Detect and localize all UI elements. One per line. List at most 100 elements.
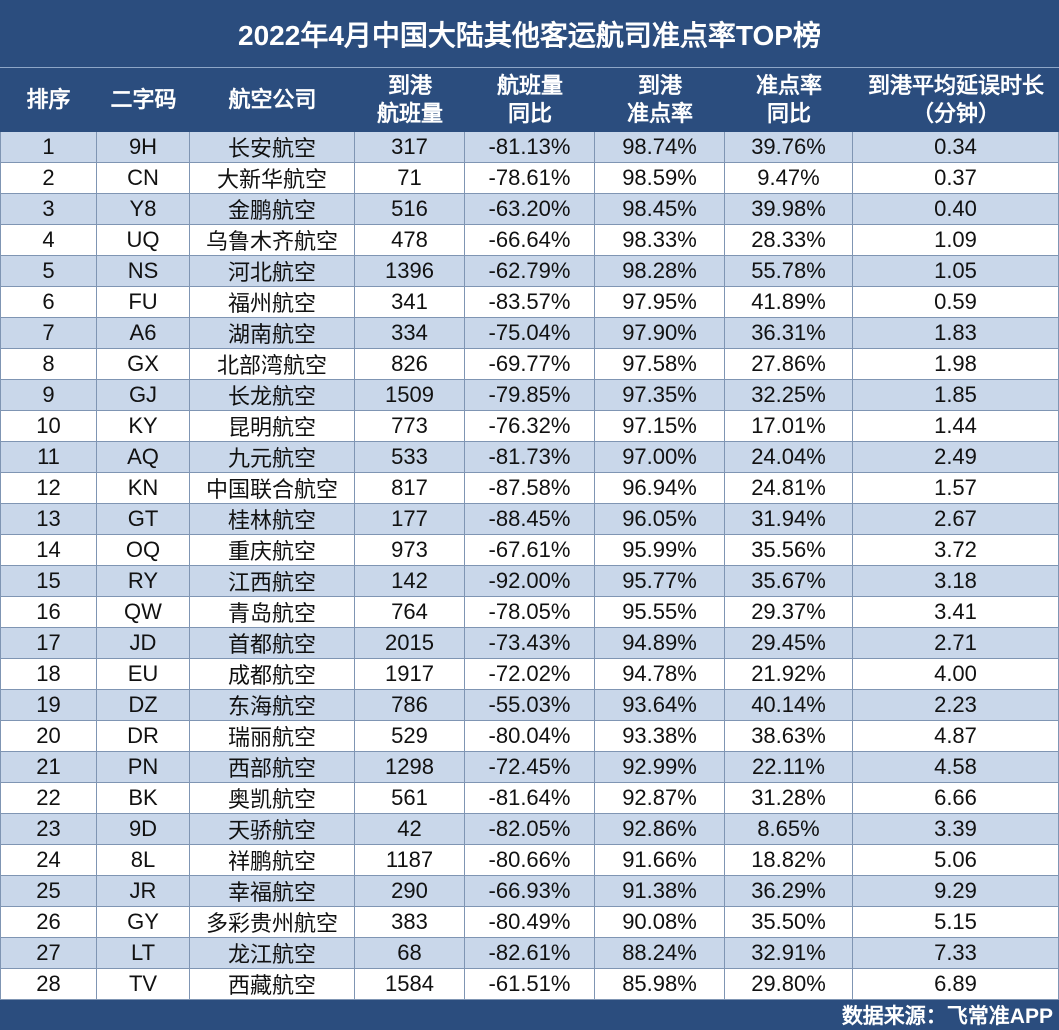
- table-cell: 341: [355, 287, 465, 318]
- table-cell: 27: [0, 938, 97, 969]
- table-cell: 金鹏航空: [190, 194, 355, 225]
- table-cell: 北部湾航空: [190, 349, 355, 380]
- header-text: 航班量: [376, 101, 443, 126]
- table-cell: 东海航空: [190, 690, 355, 721]
- table-cell: -78.61%: [465, 163, 595, 194]
- table-cell: 河北航空: [190, 256, 355, 287]
- table-cell: 529: [355, 721, 465, 752]
- table-cell: GX: [97, 349, 190, 380]
- table-cell: KN: [97, 473, 190, 504]
- table-cell: UQ: [97, 225, 190, 256]
- table-cell: 95.77%: [595, 566, 725, 597]
- table-cell: 28: [0, 969, 97, 1000]
- table-cell: 0.40: [853, 194, 1059, 225]
- table-cell: 92.99%: [595, 752, 725, 783]
- table-cell: 乌鲁木齐航空: [190, 225, 355, 256]
- table-cell: -81.73%: [465, 442, 595, 473]
- header-cell: 到港 航班量: [355, 68, 465, 132]
- table-cell: 12: [0, 473, 97, 504]
- table-cell: -67.61%: [465, 535, 595, 566]
- table-cell: 29.80%: [725, 969, 853, 1000]
- table-cell: Y8: [97, 194, 190, 225]
- table-cell: 21.92%: [725, 659, 853, 690]
- table-cell: 九元航空: [190, 442, 355, 473]
- header-text: 同比: [507, 101, 552, 126]
- table-cell: 成都航空: [190, 659, 355, 690]
- table-cell: 6.66: [853, 783, 1059, 814]
- table-cell: -61.51%: [465, 969, 595, 1000]
- header-text: 排序: [26, 87, 71, 112]
- table-cell: 31.28%: [725, 783, 853, 814]
- table-cell: 39.76%: [725, 132, 853, 163]
- table-cell: 9: [0, 380, 97, 411]
- table-cell: -76.32%: [465, 411, 595, 442]
- table-cell: 561: [355, 783, 465, 814]
- table-cell: 71: [355, 163, 465, 194]
- table-cell: 24.81%: [725, 473, 853, 504]
- table-cell: -87.58%: [465, 473, 595, 504]
- table-cell: 1.83: [853, 318, 1059, 349]
- table-cell: 88.24%: [595, 938, 725, 969]
- table-cell: 773: [355, 411, 465, 442]
- table-cell: 4: [0, 225, 97, 256]
- table-cell: 10: [0, 411, 97, 442]
- table-cell: 177: [355, 504, 465, 535]
- table-cell: 江西航空: [190, 566, 355, 597]
- table-cell: 516: [355, 194, 465, 225]
- table-cell: -81.64%: [465, 783, 595, 814]
- table-cell: 湖南航空: [190, 318, 355, 349]
- table-cell: 39.98%: [725, 194, 853, 225]
- table-cell: 764: [355, 597, 465, 628]
- table-cell: 41.89%: [725, 287, 853, 318]
- table-cell: 3.72: [853, 535, 1059, 566]
- table-cell: 1509: [355, 380, 465, 411]
- table-cell: CN: [97, 163, 190, 194]
- table-cell: 5: [0, 256, 97, 287]
- table-cell: -55.03%: [465, 690, 595, 721]
- table-cell: 4.87: [853, 721, 1059, 752]
- table-cell: 16: [0, 597, 97, 628]
- header-cell: 排序: [0, 68, 97, 132]
- table-cell: 32.25%: [725, 380, 853, 411]
- header-text: 二字码: [110, 87, 177, 112]
- table-cell: 98.33%: [595, 225, 725, 256]
- table-cell: 长安航空: [190, 132, 355, 163]
- table-cell: 22: [0, 783, 97, 814]
- table-cell: 90.08%: [595, 907, 725, 938]
- table-cell: 1.98: [853, 349, 1059, 380]
- table-cell: 青岛航空: [190, 597, 355, 628]
- table-cell: 533: [355, 442, 465, 473]
- table-cell: -63.20%: [465, 194, 595, 225]
- header-text: 准点率: [755, 73, 822, 98]
- table-cell: 25: [0, 876, 97, 907]
- table-cell: 36.29%: [725, 876, 853, 907]
- table-cell: 20: [0, 721, 97, 752]
- table-cell: 11: [0, 442, 97, 473]
- table-cell: 2.23: [853, 690, 1059, 721]
- table-cell: 27.86%: [725, 349, 853, 380]
- table-cell: 22.11%: [725, 752, 853, 783]
- table-cell: 0.37: [853, 163, 1059, 194]
- title: 2022年4月中国大陆其他客运航司准点率TOP榜: [0, 0, 1059, 68]
- header-text: （分钟）: [911, 101, 1000, 126]
- table-cell: 29.37%: [725, 597, 853, 628]
- header-cell: 航空公司: [190, 68, 355, 132]
- table-cell: 长龙航空: [190, 380, 355, 411]
- table-cell: QW: [97, 597, 190, 628]
- table-cell: 中国联合航空: [190, 473, 355, 504]
- table-cell: 38.63%: [725, 721, 853, 752]
- table-cell: 2.49: [853, 442, 1059, 473]
- table-cell: 天骄航空: [190, 814, 355, 845]
- table-cell: 1917: [355, 659, 465, 690]
- table-cell: 1: [0, 132, 97, 163]
- table-cell: 95.99%: [595, 535, 725, 566]
- table-cell: 3: [0, 194, 97, 225]
- table-cell: 1.57: [853, 473, 1059, 504]
- table-cell: 21: [0, 752, 97, 783]
- table-cell: 3.18: [853, 566, 1059, 597]
- table-cell: 973: [355, 535, 465, 566]
- table-cell: 68: [355, 938, 465, 969]
- table-cell: 7.33: [853, 938, 1059, 969]
- table-cell: -79.85%: [465, 380, 595, 411]
